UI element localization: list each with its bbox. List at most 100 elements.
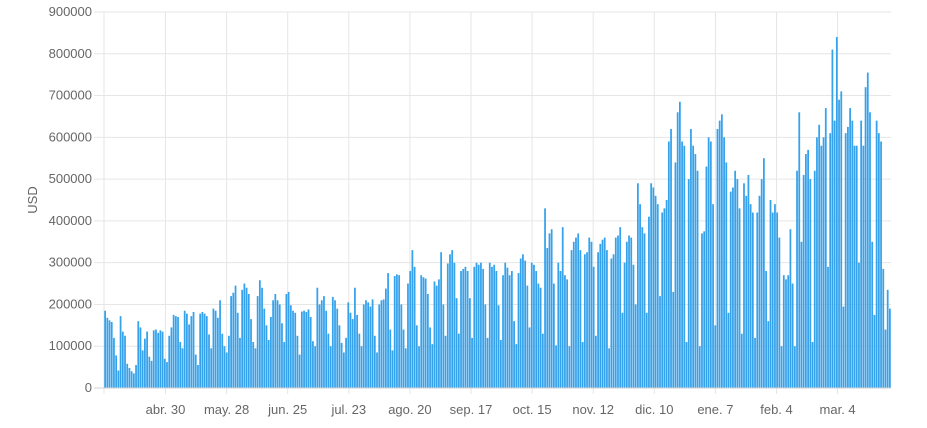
bar: [289, 305, 292, 388]
bar: [566, 279, 569, 388]
bar: [354, 287, 356, 388]
bar: [599, 243, 602, 388]
bar: [270, 316, 272, 388]
y-tick-label: 900000: [49, 4, 92, 19]
x-tick-label: nov. 12: [572, 402, 614, 417]
bar: [665, 200, 668, 388]
bar: [614, 237, 617, 388]
y-tick-label: 400000: [49, 213, 92, 228]
bar: [548, 233, 551, 388]
bar: [765, 271, 767, 388]
bar: [707, 137, 710, 388]
bar: [636, 183, 639, 388]
bar: [232, 292, 235, 388]
bar: [402, 329, 405, 388]
bar: [471, 337, 473, 388]
bar: [115, 355, 118, 388]
bar: [247, 294, 250, 388]
bar: [371, 299, 374, 388]
bar: [345, 337, 347, 388]
bar: [477, 264, 480, 388]
bar: [488, 262, 491, 388]
bar: [537, 283, 540, 388]
bar: [318, 304, 321, 388]
bar: [369, 306, 372, 388]
bar-series: [104, 37, 891, 389]
bar: [389, 329, 392, 388]
bar: [212, 308, 215, 388]
bar: [181, 348, 184, 388]
y-tick-label: 700000: [49, 88, 92, 103]
bar: [225, 352, 228, 388]
bar: [787, 275, 790, 388]
bar: [126, 363, 129, 388]
bar: [632, 264, 635, 388]
bar: [484, 304, 487, 388]
bar: [743, 183, 745, 388]
bar: [767, 321, 770, 388]
bar: [508, 275, 511, 388]
bar: [802, 174, 805, 388]
bar: [473, 266, 476, 388]
bar: [546, 248, 549, 388]
bar: [745, 195, 748, 388]
bar: [398, 275, 401, 388]
bar: [431, 344, 434, 388]
bar: [239, 337, 241, 388]
bar: [267, 339, 270, 388]
bar: [444, 335, 447, 388]
bar: [701, 233, 703, 388]
bar: [384, 288, 387, 388]
bar: [183, 310, 186, 388]
bar: [241, 289, 244, 388]
bar: [811, 342, 814, 388]
bar: [455, 298, 458, 388]
bar: [725, 162, 728, 388]
bar: [528, 327, 531, 388]
bar: [535, 271, 538, 388]
bar: [192, 311, 195, 388]
bar: [236, 312, 239, 388]
bar: [460, 271, 462, 388]
bar: [645, 312, 648, 388]
bar: [696, 170, 699, 388]
bar: [438, 279, 440, 388]
bar: [796, 170, 798, 388]
bar: [506, 267, 509, 388]
bar: [365, 300, 367, 388]
bar: [263, 308, 266, 388]
bar: [661, 212, 664, 388]
bar: [150, 360, 153, 388]
bar: [329, 346, 332, 388]
bar: [323, 296, 325, 388]
x-tick-label: sep. 17: [450, 402, 493, 417]
bar: [106, 317, 109, 388]
bar: [117, 370, 120, 388]
bar: [539, 287, 542, 388]
bar: [307, 309, 310, 388]
bar: [407, 283, 409, 388]
bar: [601, 239, 604, 388]
bar: [694, 154, 697, 388]
bar: [798, 112, 801, 389]
bar: [141, 350, 144, 388]
bar: [882, 268, 885, 388]
bar: [442, 304, 445, 388]
bar: [272, 300, 274, 388]
bar: [252, 342, 255, 388]
bar: [104, 310, 106, 388]
bar: [634, 304, 637, 388]
bar: [785, 279, 787, 388]
bar: [373, 335, 376, 388]
bar: [250, 319, 252, 388]
bar: [411, 250, 414, 388]
bar: [789, 229, 792, 388]
bar: [378, 304, 381, 388]
bar: [201, 311, 204, 388]
bar: [382, 299, 385, 388]
bar: [351, 319, 354, 388]
bar: [130, 371, 133, 388]
bar: [886, 289, 889, 388]
bar: [612, 254, 615, 388]
bar: [544, 208, 546, 388]
